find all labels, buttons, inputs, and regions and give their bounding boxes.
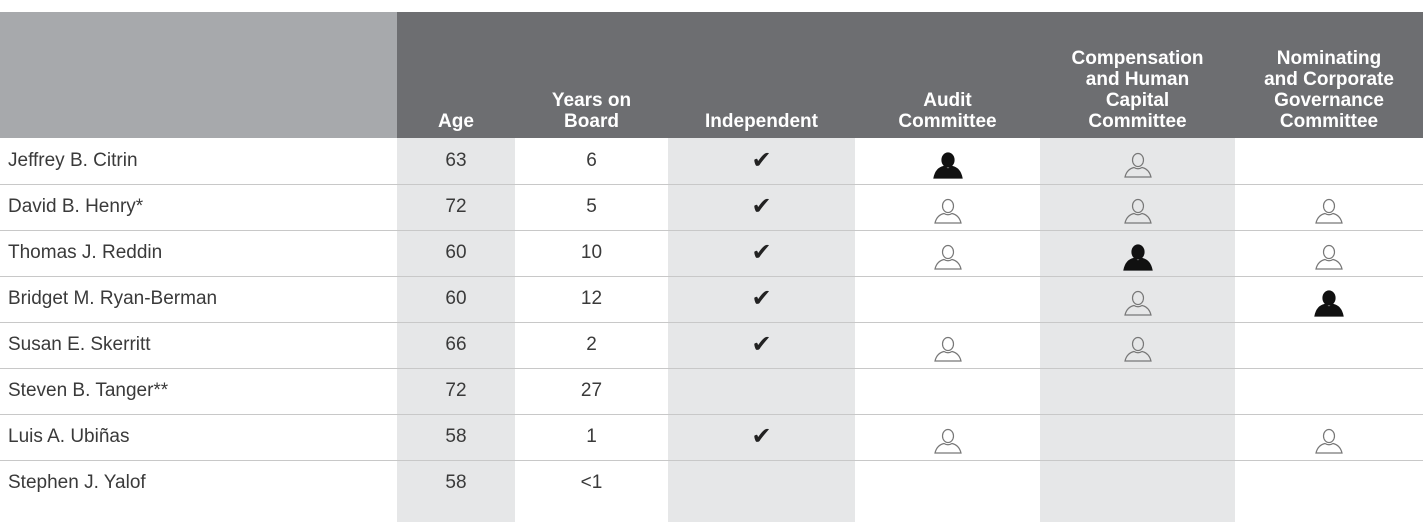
cell-value: 60 bbox=[445, 288, 467, 309]
row-rule bbox=[0, 184, 1423, 185]
header-line: Committee bbox=[1279, 111, 1379, 132]
column-header: Audit Committee bbox=[855, 12, 1040, 138]
member-icon bbox=[1315, 428, 1343, 454]
cell-value: 72 bbox=[445, 196, 467, 217]
column-shade bbox=[1040, 138, 1235, 522]
header-line: Independent bbox=[705, 111, 818, 132]
column-header: Years on Board bbox=[515, 12, 668, 138]
member-icon bbox=[933, 428, 962, 454]
header-line: Board bbox=[564, 111, 619, 132]
cell-value: <1 bbox=[580, 472, 603, 493]
committee-cell bbox=[1235, 234, 1423, 280]
member-icon bbox=[933, 336, 962, 362]
row-rule bbox=[0, 368, 1423, 369]
director-name: Steven B. Tanger** bbox=[8, 380, 169, 401]
cell-value: 58 bbox=[445, 426, 467, 447]
committee-cell bbox=[1040, 280, 1235, 326]
cell-value: 66 bbox=[445, 334, 467, 355]
cell-value: 6 bbox=[586, 150, 597, 171]
director-name: Susan E. Skerritt bbox=[8, 334, 151, 355]
committee-cell bbox=[855, 418, 1040, 464]
chair-icon bbox=[1314, 290, 1344, 317]
header-line: Committee bbox=[898, 111, 997, 132]
header-line: and Human bbox=[1085, 69, 1190, 90]
member-icon bbox=[933, 198, 962, 224]
independent-check: ✔ bbox=[751, 193, 772, 220]
header-line: Nominating bbox=[1276, 48, 1382, 69]
header-bg bbox=[0, 12, 397, 138]
committee-cell bbox=[855, 326, 1040, 372]
header-line: Governance bbox=[1274, 90, 1384, 111]
committee-cell bbox=[1235, 418, 1423, 464]
row-rule bbox=[0, 414, 1423, 415]
row-rule bbox=[0, 460, 1423, 461]
column-shade bbox=[668, 138, 855, 522]
header-line: Capital bbox=[1105, 90, 1170, 111]
committee-cell bbox=[1040, 234, 1235, 280]
director-name: Bridget M. Ryan-Berman bbox=[8, 288, 218, 309]
row-rule bbox=[0, 230, 1423, 231]
cell-value: 63 bbox=[445, 150, 467, 171]
cell-value: 10 bbox=[580, 242, 603, 263]
director-name: Stephen J. Yalof bbox=[8, 472, 146, 493]
member-icon bbox=[1315, 198, 1343, 224]
header-line: Age bbox=[438, 111, 474, 132]
member-icon bbox=[1315, 244, 1343, 270]
member-icon bbox=[1123, 336, 1152, 362]
committee-cell bbox=[1235, 188, 1423, 234]
independent-check: ✔ bbox=[751, 239, 772, 266]
committee-cell bbox=[855, 188, 1040, 234]
cell-value: 27 bbox=[580, 380, 603, 401]
header-line: and Corporate bbox=[1264, 69, 1394, 90]
independent-check: ✔ bbox=[751, 423, 772, 450]
cell-value: 72 bbox=[445, 380, 467, 401]
row-rule bbox=[0, 322, 1423, 323]
chair-icon bbox=[932, 152, 963, 179]
cell-value: 60 bbox=[445, 242, 467, 263]
director-name: Luis A. Ubiñas bbox=[8, 426, 130, 447]
column-header: Nominating and Corporate Governance Committ… bbox=[1235, 12, 1423, 138]
committee-cell bbox=[1235, 280, 1423, 326]
column-header: Age bbox=[397, 12, 515, 138]
committee-cell bbox=[1040, 142, 1235, 188]
cell-value: 12 bbox=[580, 288, 603, 309]
header-line: Committee bbox=[1088, 111, 1187, 132]
cell-value: 1 bbox=[586, 426, 597, 447]
director-name: Thomas J. Reddin bbox=[8, 242, 163, 263]
header-line: Compensation bbox=[1071, 48, 1204, 69]
header-line: Years on bbox=[551, 90, 632, 111]
independent-check: ✔ bbox=[751, 147, 772, 174]
independent-check: ✔ bbox=[751, 285, 772, 312]
header-bg bbox=[397, 12, 1423, 138]
header-line: Audit bbox=[923, 90, 972, 111]
column-header: Compensation and Human Capital Committee bbox=[1040, 12, 1235, 138]
committee-cell bbox=[1040, 188, 1235, 234]
column-header: Independent bbox=[668, 12, 855, 138]
director-name: David B. Henry* bbox=[8, 196, 144, 217]
member-icon bbox=[1123, 198, 1152, 224]
committee-cell bbox=[1040, 326, 1235, 372]
row-rule bbox=[0, 276, 1423, 277]
member-icon bbox=[1123, 290, 1152, 316]
cell-value: 58 bbox=[445, 472, 467, 493]
member-icon bbox=[1123, 152, 1152, 178]
cell-value: 5 bbox=[586, 196, 597, 217]
cell-value: 2 bbox=[586, 334, 597, 355]
committee-cell bbox=[855, 142, 1040, 188]
member-icon bbox=[933, 244, 962, 270]
director-name: Jeffrey B. Citrin bbox=[8, 150, 138, 171]
committee-cell bbox=[855, 234, 1040, 280]
chair-icon bbox=[1122, 244, 1153, 271]
independent-check: ✔ bbox=[751, 331, 772, 358]
column-shade bbox=[397, 138, 515, 522]
